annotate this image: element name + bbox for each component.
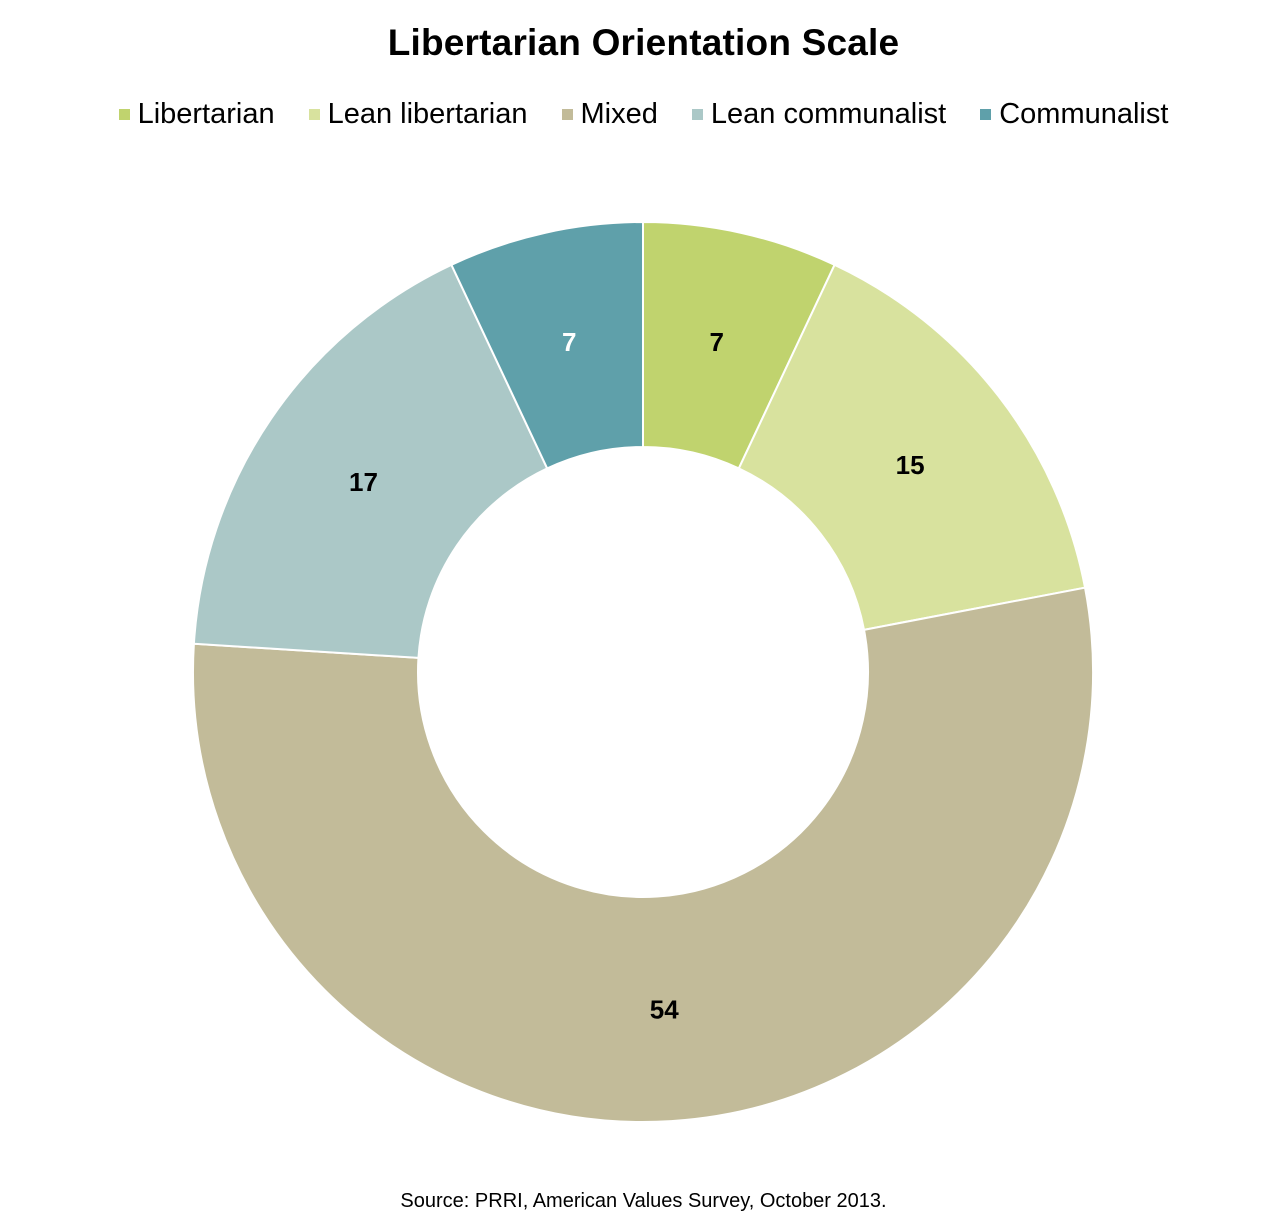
legend-item-communalist: Communalist [980,98,1168,131]
legend-label-mixed: Mixed [580,98,658,130]
source-note: Source: PRRI, American Values Survey, Oc… [400,1190,887,1212]
legend-item-libertarian: Libertarian [118,98,275,131]
slice-lean-libertarian [737,263,1087,632]
slice-communalist [450,220,644,470]
slice-lean-communalist [192,263,549,659]
legend-swatch-lean-communalist [691,109,703,120]
legend: Libertarian Lean libertarian Mixed Lean com… [0,98,1287,131]
slice-label-lean-communalist: 17 [349,467,378,497]
legend-label-libertarian: Libertarian [137,98,275,130]
slice-label-lean-libertarian: 15 [896,450,925,480]
legend-swatch-communalist [980,109,992,120]
slices-group [192,220,1094,1123]
legend-swatch-mixed [561,109,573,120]
legend-label-lean-communalist: Lean communalist [710,98,947,130]
legend-swatch-lean-libertarian [308,109,320,120]
legend-label-communalist: Communalist [999,98,1169,130]
slice-label-communalist: 7 [562,327,576,357]
legend-label-lean-libertarian: Lean libertarian [327,98,528,130]
chart-title: Libertarian Orientation Scale [387,22,900,63]
slice-labels-group: 7 15 54 17 7 [349,327,925,1024]
legend-item-lean-communalist: Lean communalist [691,98,947,131]
legend-swatch-libertarian [118,109,130,120]
slice-label-libertarian: 7 [709,327,723,357]
slice-mixed [192,586,1094,1123]
legend-item-lean-libertarian: Lean libertarian [308,98,528,131]
legend-item-mixed: Mixed [561,98,658,131]
slice-label-mixed: 54 [650,994,679,1024]
